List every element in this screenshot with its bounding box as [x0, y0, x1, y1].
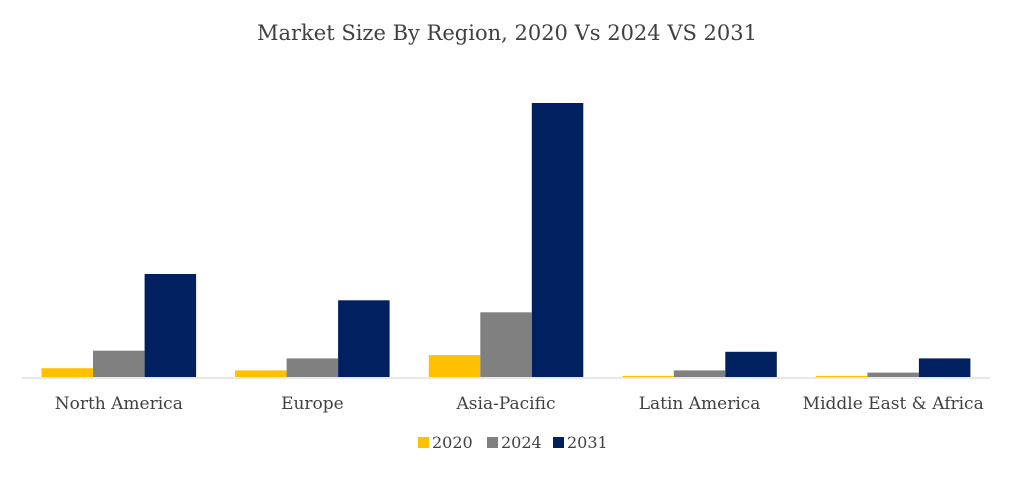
x-tick-label-europe: Europe	[281, 394, 344, 414]
legend-label-2020: 2020	[432, 433, 473, 452]
bar-middle-east-and-africa-2031	[918, 358, 971, 377]
x-axis-tick-labels: North America Europe Asia-Pacific Latin Ame…	[55, 394, 984, 414]
bar-middle-east-and-africa-2020	[815, 375, 868, 377]
bar-asia-pacific-2020	[428, 355, 481, 377]
legend-swatch-2024	[487, 437, 498, 448]
legend-swatch-2020	[418, 437, 429, 448]
bar-latin-america-2024	[673, 370, 726, 377]
legend-label-2031: 2031	[567, 433, 608, 452]
x-tick-label-north-america: North America	[55, 394, 183, 414]
bar-north-america-2024	[93, 350, 145, 377]
bar-asia-pacific-2024	[480, 312, 532, 377]
legend-item-2020: 2020	[418, 433, 473, 452]
bar-asia-pacific-2031	[531, 103, 584, 377]
legend-swatch-2031	[553, 437, 564, 448]
x-tick-label-latin-america: Latin America	[639, 394, 761, 414]
bar-middle-east-and-africa-2024	[867, 372, 919, 377]
plot-area	[41, 103, 971, 377]
legend-item-2024: 2024	[487, 433, 542, 452]
bar-europe-2024	[286, 358, 339, 377]
bar-europe-2031	[338, 300, 390, 377]
bar-latin-america-2020	[622, 375, 674, 377]
legend: 2020 2024 2031	[418, 433, 608, 452]
legend-label-2024: 2024	[501, 433, 542, 452]
chart-title: Market Size By Region, 2020 Vs 2024 VS 2…	[257, 21, 757, 45]
x-tick-label-middle-east-and-africa: Middle East & Africa	[803, 394, 984, 414]
legend-item-2031: 2031	[553, 433, 608, 452]
bar-europe-2020	[235, 370, 287, 377]
bar-north-america-2020	[41, 368, 93, 377]
x-tick-label-asia-pacific: Asia-Pacific	[456, 394, 556, 414]
bar-latin-america-2031	[725, 351, 777, 377]
bar-north-america-2031	[144, 274, 197, 377]
